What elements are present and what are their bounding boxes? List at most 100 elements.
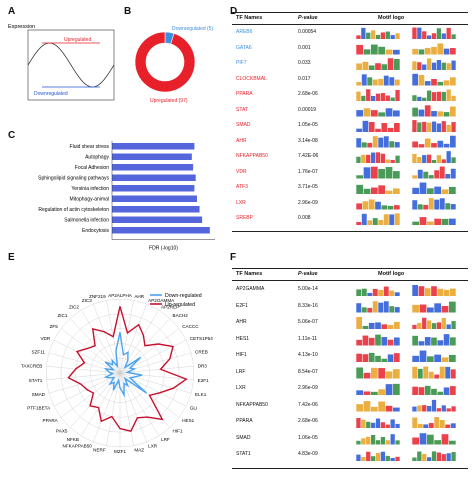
logo-column-G <box>370 30 376 39</box>
logo-column-C <box>417 169 423 179</box>
tf-name-cell: CLOCKBMAL <box>236 75 267 82</box>
p-value-cell: 8.33e-16 <box>298 302 318 309</box>
motif-logo-d-8 <box>356 152 400 163</box>
logo-column-T <box>412 386 418 395</box>
logo-column-G <box>368 199 375 210</box>
logo-column-C <box>363 167 371 179</box>
logo-column-A <box>448 186 456 194</box>
logo-column-T <box>356 417 361 428</box>
logo-column-T <box>385 424 390 428</box>
logo-column-A <box>381 64 388 70</box>
bar-label-5: Mitophagy-animal <box>70 197 109 203</box>
logo-column-T <box>431 286 437 296</box>
logo-column-A <box>412 95 417 101</box>
logo-column-A <box>448 354 456 362</box>
logo-column-T <box>434 374 440 379</box>
motif-logo-d2-5 <box>412 105 456 117</box>
logo-column-A <box>431 451 437 461</box>
radar-axis-label: LXR <box>148 444 158 449</box>
motif-logo-d2-2 <box>412 58 456 70</box>
logo-column-C <box>450 135 456 148</box>
logo-column-G <box>362 61 369 70</box>
logo-column-C <box>450 204 456 210</box>
motif-logo-d-1 <box>356 44 400 55</box>
logo-column-T <box>375 93 381 101</box>
logo-column-G <box>385 440 390 445</box>
radar-grid-ring <box>46 298 194 448</box>
logo-column-C <box>431 62 437 70</box>
logo-column-G <box>378 401 386 412</box>
motif-logo-d2-7 <box>412 135 456 148</box>
expression-sine-curve <box>27 42 115 88</box>
radar-spoke <box>119 372 134 446</box>
motif-logo-d-2 <box>356 58 400 70</box>
motif-logo-f-2 <box>356 317 400 329</box>
motif-logo-d2-8 <box>412 151 456 163</box>
logo-column-T <box>412 141 418 148</box>
radar-axis-label: ZIC2 <box>69 304 79 309</box>
logo-column-G <box>378 220 384 225</box>
logo-column-G <box>437 111 444 117</box>
logo-column-A <box>412 221 420 225</box>
logo-column-T <box>441 159 446 163</box>
logo-column-G <box>372 79 378 86</box>
logo-column-T <box>418 286 425 296</box>
logo-column-C <box>375 322 381 329</box>
legend-label-up: Up-regulated <box>165 302 195 308</box>
motif-logo-f2-9 <box>412 433 456 445</box>
tf-name-cell: LRF <box>236 368 246 375</box>
logo-column-G <box>375 452 381 461</box>
logo-column-T <box>431 79 437 86</box>
radar-spoke <box>53 339 121 374</box>
logo-column-A <box>441 62 446 70</box>
radar-axis-label: E2F1 <box>198 378 209 383</box>
motif-logo-d2-0 <box>412 27 456 39</box>
logo-column-A <box>443 112 450 117</box>
logo-column-C <box>426 35 432 39</box>
tf-name-cell: ATF3 <box>236 184 248 190</box>
panel-letter-a: A <box>8 6 16 17</box>
downregulated-label: Downregulated <box>34 91 68 97</box>
tf-name-cell: E2F1 <box>236 302 248 309</box>
logo-column-G <box>370 406 378 412</box>
logo-column-C <box>385 384 393 395</box>
logo-column-T <box>422 405 427 412</box>
logo-column-T <box>419 304 427 313</box>
logo-column-C <box>417 27 422 39</box>
logo-column-G <box>437 43 444 55</box>
motif-logo-f2-10 <box>412 451 456 461</box>
donut-slice-1 <box>134 31 196 93</box>
logo-column-C <box>431 399 437 412</box>
logo-column-A <box>424 385 431 395</box>
logo-column-C <box>431 111 437 117</box>
table-bottom-rule <box>232 230 468 232</box>
p-value-cell: 0.033 <box>298 60 311 66</box>
radar-axis-label: AP2GAMMA <box>148 298 175 303</box>
logo-column-T <box>380 422 386 428</box>
motif-logo-f-4 <box>356 352 400 362</box>
logo-column-A <box>441 91 446 101</box>
tf-name-cell: SMAD <box>236 122 251 128</box>
logo-column-C <box>390 35 395 39</box>
table-header-rule <box>232 24 468 25</box>
logo-column-G <box>394 213 400 225</box>
p-value-cell: 2.68e-06 <box>298 91 318 97</box>
logo-column-C <box>356 303 362 313</box>
p-value-cell: 7.42E-06 <box>298 153 319 159</box>
logo-column-C <box>385 108 393 117</box>
logo-column-T <box>385 95 390 101</box>
bar-label-6: Regulation of actin cytoskeleton <box>38 207 109 213</box>
logo-column-A <box>428 175 434 179</box>
radar-spoke <box>93 303 121 374</box>
logo-column-T <box>439 166 445 179</box>
motif-logo-d-5 <box>356 108 400 117</box>
radar-axis-label: NFKAPPAB50 <box>63 444 93 449</box>
logo-column-T <box>431 143 437 148</box>
logo-column-A <box>441 218 449 225</box>
logo-column-A <box>368 65 375 70</box>
tf-name-cell: PIF7 <box>236 60 247 66</box>
logo-column-T <box>424 105 431 117</box>
logo-column-T <box>441 454 446 461</box>
logo-column-A <box>394 59 400 70</box>
logo-column-A <box>378 112 386 117</box>
